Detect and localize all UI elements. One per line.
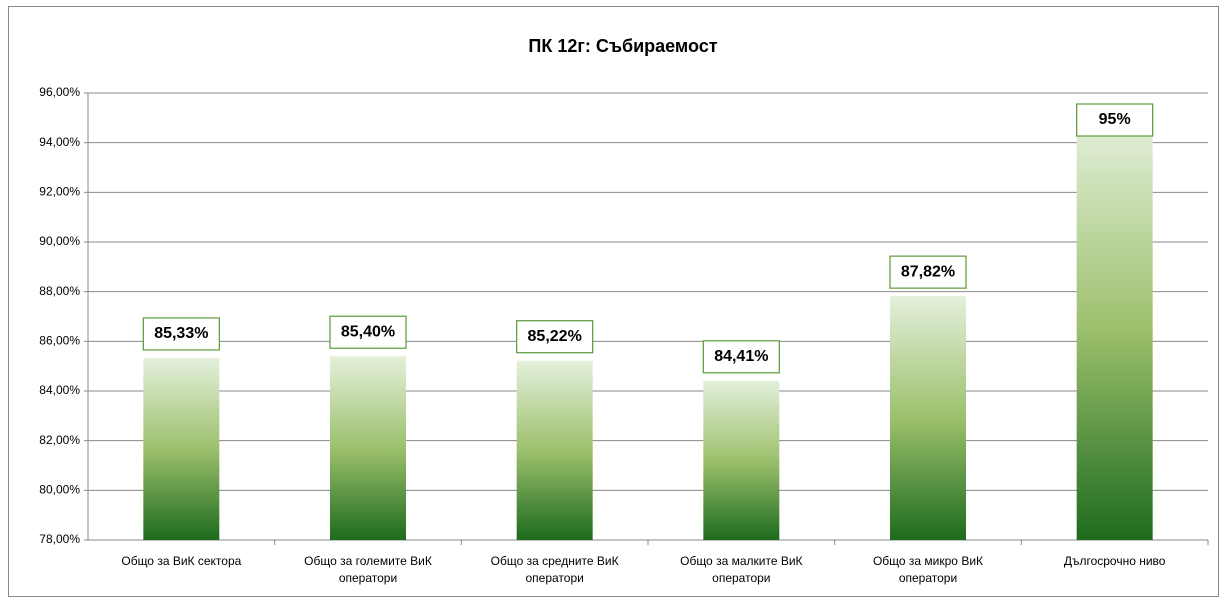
chart-title: ПК 12г: Събираемост <box>528 36 717 56</box>
data-label-box <box>516 320 594 354</box>
data-label: 87,82% <box>901 263 955 280</box>
y-tick-label: 92,00% <box>39 185 80 199</box>
y-tick-label: 84,00% <box>39 383 80 397</box>
data-label: 85,22% <box>528 328 582 345</box>
y-tick-label: 86,00% <box>39 334 80 348</box>
bar <box>890 296 966 540</box>
bar <box>703 380 780 540</box>
data-label: 95% <box>1099 111 1131 128</box>
data-label: 85,40% <box>341 323 395 340</box>
y-tick-label: 80,00% <box>39 483 80 497</box>
y-tick-label: 96,00% <box>39 85 80 99</box>
y-tick-label: 94,00% <box>39 135 80 149</box>
bar <box>143 357 220 540</box>
x-tick-label: Дългосрочно ниво <box>1063 554 1166 568</box>
y-tick-label: 88,00% <box>39 284 80 298</box>
x-tick-label: Общо за микро ВиК оператори <box>872 554 984 585</box>
data-label-box <box>1076 103 1154 137</box>
y-tick-label: 78,00% <box>39 532 80 546</box>
x-tick-label: Общо за средните ВиК оператори <box>490 554 619 585</box>
x-tick-label: Общо за малките ВиК оператори <box>680 554 803 585</box>
y-tick-label: 90,00% <box>39 234 80 248</box>
bar <box>1076 117 1153 540</box>
x-tick-label: Общо за ВиК сектора <box>121 554 242 568</box>
data-label-box <box>889 255 967 289</box>
bar <box>516 360 593 540</box>
x-tick-label: Общо за големите ВиК оператори <box>304 554 432 585</box>
y-tick-label: 82,00% <box>39 433 80 447</box>
data-label-box <box>702 340 780 374</box>
data-label: 84,41% <box>714 348 768 365</box>
data-label-box <box>142 317 220 351</box>
data-label: 85,33% <box>154 325 208 342</box>
bar <box>330 356 406 540</box>
data-label-box <box>329 315 407 349</box>
